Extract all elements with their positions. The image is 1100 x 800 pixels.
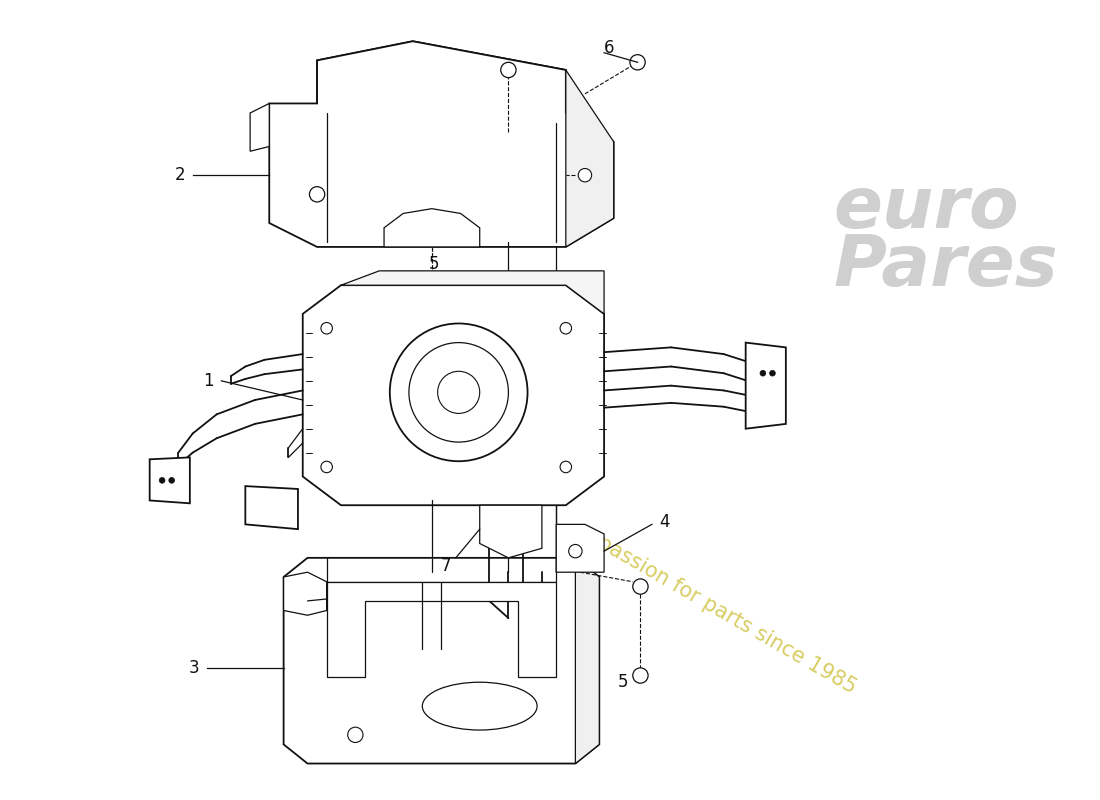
Text: 2: 2: [175, 166, 185, 184]
Circle shape: [389, 323, 528, 462]
Polygon shape: [341, 271, 604, 314]
Text: 1: 1: [204, 372, 213, 390]
Polygon shape: [575, 558, 600, 763]
Text: Pares: Pares: [834, 231, 1058, 301]
Circle shape: [160, 478, 165, 483]
Polygon shape: [327, 582, 557, 678]
Polygon shape: [270, 42, 614, 247]
Circle shape: [770, 370, 776, 376]
Polygon shape: [565, 70, 614, 247]
Circle shape: [409, 342, 508, 442]
Polygon shape: [746, 342, 785, 429]
Circle shape: [309, 186, 324, 202]
Circle shape: [321, 462, 332, 473]
Circle shape: [321, 322, 332, 334]
Polygon shape: [284, 572, 327, 615]
Text: a passion for parts since 1985: a passion for parts since 1985: [578, 523, 860, 698]
Circle shape: [438, 371, 480, 414]
Circle shape: [168, 478, 175, 483]
Polygon shape: [317, 42, 565, 113]
Polygon shape: [384, 209, 480, 247]
Circle shape: [632, 579, 648, 594]
Polygon shape: [480, 506, 542, 558]
Text: 4: 4: [660, 514, 670, 531]
Circle shape: [500, 62, 516, 78]
Polygon shape: [250, 103, 270, 151]
Text: 6: 6: [604, 39, 615, 57]
Polygon shape: [284, 558, 600, 763]
Ellipse shape: [422, 682, 537, 730]
Text: 7: 7: [440, 557, 451, 574]
Circle shape: [569, 545, 582, 558]
Circle shape: [632, 668, 648, 683]
Polygon shape: [302, 286, 604, 506]
Circle shape: [348, 727, 363, 742]
Text: 5: 5: [618, 674, 628, 691]
Polygon shape: [245, 486, 298, 529]
Circle shape: [560, 322, 572, 334]
Text: 3: 3: [189, 659, 199, 677]
Text: 5: 5: [429, 255, 439, 273]
Circle shape: [560, 462, 572, 473]
Polygon shape: [557, 524, 604, 572]
Polygon shape: [150, 458, 190, 503]
Circle shape: [630, 54, 646, 70]
Circle shape: [579, 169, 592, 182]
Circle shape: [760, 370, 766, 376]
Text: euro: euro: [834, 174, 1020, 243]
